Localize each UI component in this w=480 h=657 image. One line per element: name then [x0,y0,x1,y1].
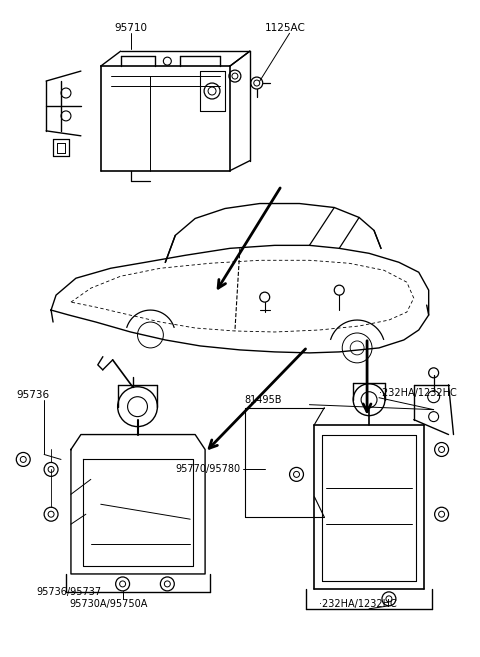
Circle shape [289,467,303,482]
Circle shape [353,384,385,416]
Text: ·232HA/1232HC: ·232HA/1232HC [319,599,397,609]
Circle shape [44,507,58,521]
Circle shape [116,577,130,591]
Circle shape [251,77,263,89]
Circle shape [204,83,220,99]
Text: 95736: 95736 [16,390,49,399]
Circle shape [434,443,448,457]
Text: 95736/95737: 95736/95737 [36,587,101,597]
Text: 81495B: 81495B [245,395,282,405]
Circle shape [434,507,448,521]
Polygon shape [71,434,205,574]
Circle shape [386,596,392,602]
Text: 95770/95780: 95770/95780 [175,464,240,474]
Circle shape [229,70,241,82]
Circle shape [160,577,174,591]
Circle shape [118,387,157,426]
Circle shape [128,397,147,417]
Text: 1125AC: 1125AC [264,23,306,34]
Circle shape [61,111,71,121]
Circle shape [138,322,163,348]
Circle shape [439,447,444,453]
Circle shape [342,333,372,363]
Circle shape [361,392,377,407]
Circle shape [382,592,396,606]
Circle shape [61,88,71,98]
Circle shape [16,453,30,466]
Circle shape [208,87,216,95]
Circle shape [439,511,444,517]
Circle shape [164,581,170,587]
Circle shape [48,466,54,472]
Text: ·232HA/1232HC: ·232HA/1232HC [379,388,457,397]
Circle shape [44,463,58,476]
Circle shape [429,368,439,378]
Text: 95710: 95710 [114,23,147,34]
Circle shape [232,73,238,79]
Circle shape [428,391,440,403]
Circle shape [254,80,260,86]
Circle shape [429,412,439,422]
Circle shape [260,292,270,302]
Circle shape [20,457,26,463]
Circle shape [334,285,344,295]
Circle shape [350,341,364,355]
Text: 95730A/95750A: 95730A/95750A [69,599,147,609]
Circle shape [48,511,54,517]
Circle shape [120,581,126,587]
Circle shape [294,471,300,478]
Circle shape [163,57,171,65]
